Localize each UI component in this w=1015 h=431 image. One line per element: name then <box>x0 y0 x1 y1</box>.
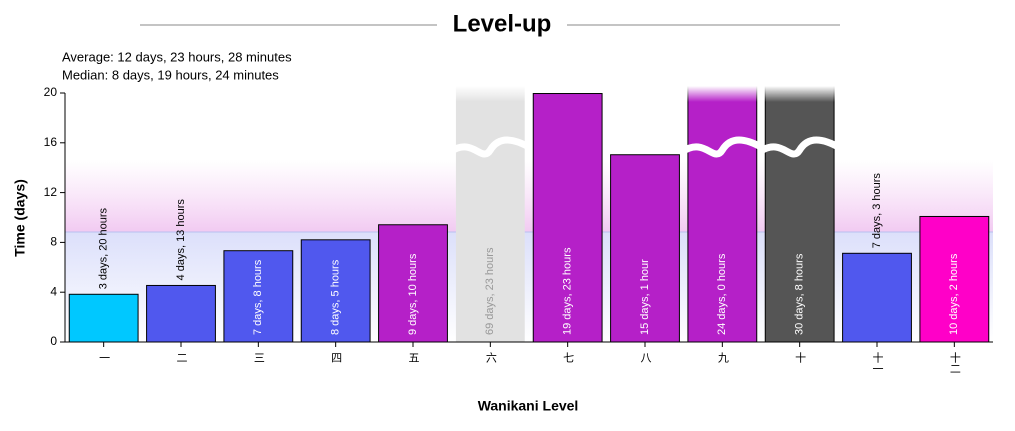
x-tick-label: 六 <box>484 352 497 363</box>
x-tick-label: 三 <box>252 352 265 363</box>
overflow-fade <box>686 86 758 102</box>
axis-break <box>447 136 533 158</box>
median-text: Median: 8 days, 19 hours, 24 minutes <box>62 67 279 82</box>
axis-break <box>757 136 842 158</box>
y-tick-label: 4 <box>50 284 57 298</box>
x-tick-label: 十 <box>794 351 807 363</box>
y-axis-title: Time (days) <box>12 179 28 257</box>
x-tick-label: 四 <box>330 352 343 363</box>
value-label: 9 days, 10 hours <box>407 253 419 335</box>
x-tick-label: 十一 <box>871 351 884 374</box>
median-band <box>65 232 993 342</box>
y-tick-label: 12 <box>44 185 58 199</box>
value-label: 3 days, 20 hours <box>98 207 110 289</box>
x-tick-label: 八 <box>639 352 652 363</box>
bars <box>68 86 990 343</box>
value-label: 10 days, 2 hours <box>948 253 960 335</box>
bar <box>842 252 912 343</box>
bar <box>610 154 680 343</box>
bar <box>378 224 448 343</box>
x-tick-label: 五 <box>407 352 420 363</box>
x-tick-label: 二 <box>175 352 188 363</box>
x-tick-label: 十二 <box>948 351 961 374</box>
x-tick-label: 九 <box>716 352 729 363</box>
chart-title: Level-up <box>453 10 552 37</box>
x-tick-label: 七 <box>562 352 575 363</box>
value-label: 30 days, 8 hours <box>794 253 806 335</box>
value-label: 24 days, 0 hours <box>716 253 728 335</box>
y-tick-label: 16 <box>44 135 58 149</box>
y-tick-label: 8 <box>50 235 57 249</box>
overflow-fade <box>764 86 836 102</box>
bar <box>764 86 835 343</box>
average-band <box>65 160 993 232</box>
value-label: 19 days, 23 hours <box>562 247 574 335</box>
y-tick-label: 20 <box>44 85 58 99</box>
bar <box>300 239 371 343</box>
bar <box>146 284 216 343</box>
y-tick-label: 0 <box>50 334 57 348</box>
bar <box>68 293 139 343</box>
x-tick-label: 一 <box>98 352 111 363</box>
bar <box>455 86 525 342</box>
value-label: 4 days, 13 hours <box>175 199 187 281</box>
x-axis-title: Wanikani Level <box>478 398 579 414</box>
bar <box>532 93 603 343</box>
axis-break <box>679 136 765 158</box>
bar <box>223 250 294 343</box>
average-text: Average: 12 days, 23 hours, 28 minutes <box>62 49 292 64</box>
value-label: 15 days, 1 hour <box>639 259 651 335</box>
value-label: 7 days, 8 hours <box>252 259 264 335</box>
value-label: 69 days, 23 hours <box>484 247 496 335</box>
overflow-fade <box>454 86 526 102</box>
value-label: 8 days, 5 hours <box>330 259 342 335</box>
value-label: 7 days, 3 hours <box>871 173 883 249</box>
bar <box>919 215 990 343</box>
